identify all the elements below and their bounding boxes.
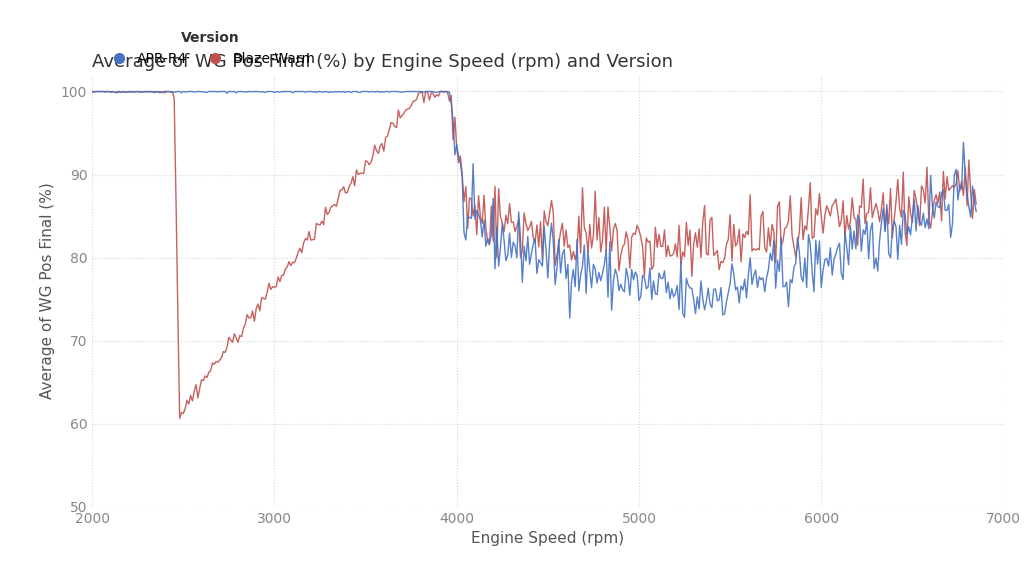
Blaze-Warm [297,240,309,247]
APR-R4 [563,314,575,321]
Blaze-Warm [90,88,102,95]
X-axis label: Engine Speed (rpm): Engine Speed (rpm) [471,531,625,546]
APR-R4 [970,208,982,215]
Blaze-Warm [970,200,982,207]
APR-R4 [248,88,260,95]
Text: Average of WG Pos Final (%) by Engine Speed (rpm) and Version: Average of WG Pos Final (%) by Engine Sp… [92,52,673,70]
APR-R4 [86,88,98,95]
Blaze-Warm [173,415,185,422]
Blaze-Warm [547,209,559,216]
Blaze-Warm [325,204,337,211]
APR-R4 [322,88,334,95]
Blaze-Warm [252,301,264,308]
APR-R4 [544,239,556,246]
Y-axis label: Average of WG Pos Final (%): Average of WG Pos Final (%) [40,183,55,399]
APR-R4 [294,88,306,95]
Blaze-Warm [86,89,98,96]
Blaze-Warm [257,295,269,302]
APR-R4 [250,88,262,95]
Line: APR-R4: APR-R4 [92,92,976,318]
APR-R4 [254,89,266,96]
Line: Blaze-Warm: Blaze-Warm [92,92,976,418]
Legend: APR-R4, Blaze-Warm: APR-R4, Blaze-Warm [99,26,322,72]
Blaze-Warm [254,308,266,314]
